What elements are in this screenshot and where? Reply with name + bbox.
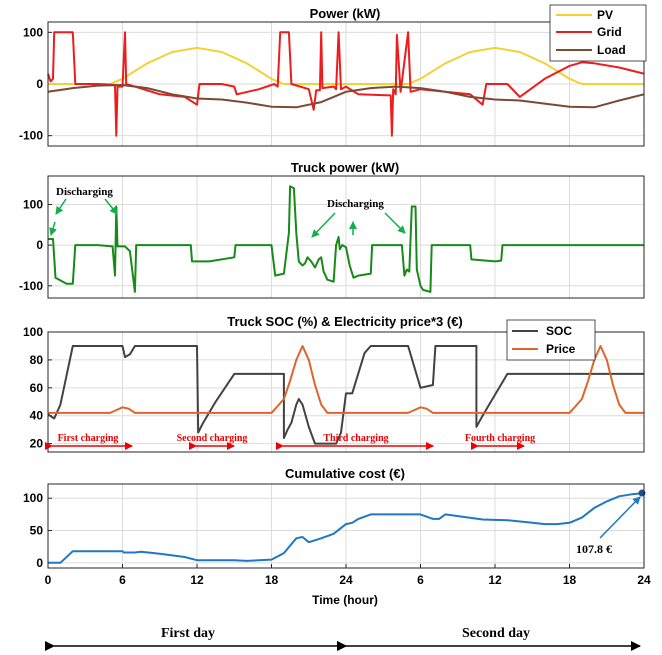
ytick-label: -100 [19,279,43,293]
cost-lines [48,489,646,564]
truck-power-lines [48,185,644,293]
charging-annotations: First charging Second charging Third cha… [45,433,535,450]
ytick-label: 20 [30,437,44,451]
ytick-label: 0 [36,556,43,570]
discharging-arrow-1 [55,198,67,215]
power-title: Power (kW) [310,6,381,21]
truck-power-title: Truck power (kW) [291,160,399,175]
ytick-label: 0 [36,238,43,252]
ytick-label: 0 [36,77,43,91]
cost-xticks: 0 6 12 18 24 6 12 18 24 [45,564,651,587]
discharging-arrow-2 [104,198,118,215]
charging-label-2: Second charging [177,433,248,444]
soc-legend: SOC Price [506,319,596,361]
legend-grid-label: Grid [597,25,622,39]
discharging-arrow-3 [49,221,57,236]
discharging-label-1: Discharging [56,186,113,198]
second-day-label: Second day [462,626,530,641]
soc-series-line [47,345,644,445]
ytick-label: 100 [23,491,43,505]
soc-title: Truck SOC (%) & Electricity price*3 (€) [227,314,463,329]
pv-series-line [48,46,644,85]
load-series-line [47,84,645,109]
discharging-arrow-6 [384,212,406,234]
final-cost-label: 107.8 € [576,542,612,556]
truck-power-series-line [48,185,644,293]
cost-frame [47,483,645,569]
ytick-label: 60 [30,381,44,395]
xtick-label: 24 [637,573,651,587]
truck-power-yticks: -100 0 100 [19,197,52,293]
ytick-label: -100 [19,129,43,143]
soc-chart: Truck SOC (%) & Electricity price*3 (€) … [23,314,645,453]
power-lines [47,31,645,137]
ytick-label: 80 [30,353,44,367]
xtick-label: 18 [563,573,577,587]
power-chart: Power (kW) -100 0 100 PV Grid Load [19,4,647,147]
ytick-label: 100 [23,25,43,39]
legend-price-label: Price [546,342,576,356]
cost-xlabel: Time (hour) [312,593,378,607]
xtick-label: 12 [488,573,502,587]
xtick-label: 6 [417,573,424,587]
xtick-label: 18 [265,573,279,587]
charging-label-1: First charging [58,433,119,444]
soc-yticks: 20 40 60 80 100 [23,325,52,451]
charging-label-3: Third charging [323,433,388,444]
legend-load-label: Load [597,43,626,57]
xtick-label: 0 [45,573,52,587]
soc-lines [47,345,644,445]
ytick-label: 100 [23,197,43,211]
truck-power-grid [48,176,644,298]
power-frame [47,21,645,147]
final-cost-arrow [599,496,641,539]
day-indicators: First day Second day [45,626,641,651]
cost-grid [48,484,644,568]
discharging-annotations: Discharging Discharging [49,186,406,238]
truck-power-chart: Truck power (kW) -100 0 100 Discharging Di… [19,160,645,299]
ytick-label: 40 [30,409,44,423]
power-legend: PV Grid Load [549,4,647,62]
discharging-label-2: Discharging [327,198,384,210]
xtick-label: 24 [339,573,353,587]
ytick-label: 50 [30,524,44,538]
truck-power-frame [47,175,645,299]
cost-yticks: 0 50 100 [23,491,52,570]
legend-pv-label: PV [597,8,613,22]
legend-soc-label: SOC [546,324,572,338]
grid-series-line [47,31,645,137]
cost-series-line [48,492,645,564]
xtick-label: 6 [119,573,126,587]
cost-title: Cumulative cost (€) [285,466,405,481]
soc-frame [47,331,645,453]
xtick-label: 12 [190,573,204,587]
ytick-label: 100 [23,325,43,339]
discharging-arrow-4 [311,212,336,238]
charging-label-4: Fourth charging [465,433,535,444]
first-day-label: First day [161,626,215,641]
cost-chart: Cumulative cost (€) 0 50 100 0 6 12 18 24 6 12 18… [23,466,651,607]
final-cost-annotation: 107.8 € [576,496,641,556]
power-yticks: -100 0 100 [19,25,52,143]
price-series-line [48,345,644,414]
